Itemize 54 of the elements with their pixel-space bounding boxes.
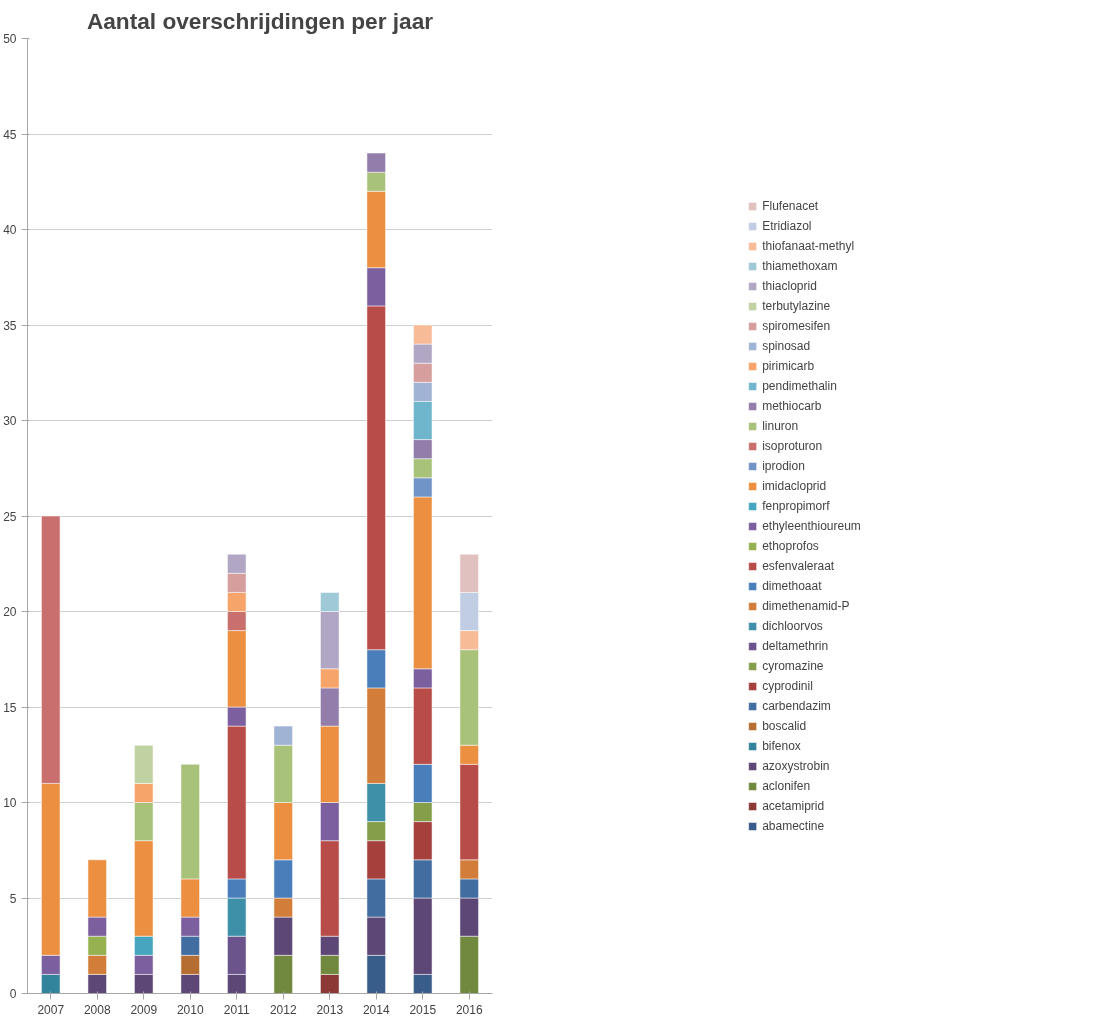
legend-label: spiromesifen [762, 318, 831, 333]
legend-label: aclonifen [762, 778, 811, 793]
y-tick-label: 35 [3, 318, 17, 333]
y-tick-label: 30 [3, 414, 17, 428]
x-tick-label: 2008 [83, 1002, 111, 1016]
legend-label: isoproturon [762, 438, 823, 453]
legend-label: fenpropimorf [762, 498, 830, 513]
y-tick-label: 5 [9, 891, 17, 906]
y-tick-label: 10 [3, 796, 17, 810]
x-tick-label: 2016 [455, 1002, 483, 1016]
x-tick-label: 2010 [176, 1002, 204, 1016]
legend-label: thiofanaat-methyl [762, 238, 855, 253]
legend-label: pirimicarb [762, 358, 815, 373]
legend-label: deltamethrin [762, 638, 829, 653]
legend-label: cyprodinil [762, 678, 813, 693]
legend-label: acetamiprid [762, 798, 825, 813]
y-tick-label: 40 [3, 223, 17, 237]
legend-label: pendimethalin [762, 378, 837, 393]
legend-label: dimethenamid-P [762, 598, 850, 613]
legend-label: dichloorvos [762, 618, 823, 633]
x-tick-label: 2013 [316, 1002, 344, 1016]
legend-label: linuron [762, 418, 799, 433]
legend-label: ethoprofos [762, 538, 819, 553]
y-tick-label: 0 [9, 987, 17, 1001]
chart-title: Aantal overschrijdingen per jaar [86, 7, 434, 34]
x-tick-label: 2011 [223, 1002, 250, 1016]
x-tick-label: 2014 [362, 1002, 390, 1016]
x-tick-label: 2012 [269, 1002, 297, 1016]
x-tick-label: 2015 [409, 1002, 437, 1016]
y-tick-label: 25 [3, 509, 17, 524]
legend-label: Etridiazol [762, 218, 812, 233]
legend-label: bifenox [762, 738, 801, 753]
legend-label: thiacloprid [762, 278, 817, 293]
y-tick-label: 20 [3, 605, 17, 619]
x-tick-label: 2007 [37, 1002, 65, 1016]
legend-label: boscalid [762, 718, 807, 733]
legend-label: imidacloprid [762, 478, 827, 493]
legend-label: methiocarb [762, 398, 822, 413]
legend-label: Flufenacet [762, 198, 819, 213]
x-tick-label: 2009 [130, 1002, 158, 1016]
legend-label: ethyleenthioureum [762, 518, 861, 533]
legend-label: spinosad [762, 338, 811, 353]
legend-label: cyromazine [762, 658, 824, 673]
y-tick-label: 15 [3, 700, 17, 715]
y-tick-label: 50 [3, 32, 17, 46]
legend-label: dimethoaat [762, 578, 822, 593]
legend-label: terbutylazine [762, 298, 831, 313]
legend-label: esfenvaleraat [762, 558, 835, 573]
legend-label: iprodion [762, 458, 805, 473]
y-tick-label: 45 [3, 127, 17, 142]
legend-label: carbendazim [762, 698, 831, 713]
legend-label: azoxystrobin [762, 758, 830, 773]
legend-label: thiamethoxam [762, 258, 838, 273]
legend-label: abamectine [762, 818, 825, 833]
